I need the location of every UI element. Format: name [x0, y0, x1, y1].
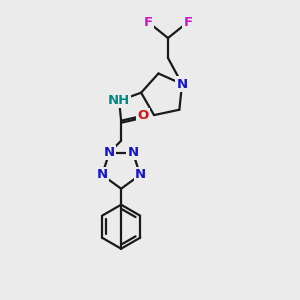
- Text: F: F: [183, 16, 193, 28]
- Text: N: N: [97, 168, 108, 182]
- Text: N: N: [135, 168, 146, 182]
- Text: N: N: [104, 146, 115, 159]
- Text: NH: NH: [108, 94, 130, 107]
- Text: N: N: [127, 146, 138, 159]
- Text: O: O: [137, 109, 149, 122]
- Text: F: F: [143, 16, 153, 28]
- Text: N: N: [176, 77, 188, 91]
